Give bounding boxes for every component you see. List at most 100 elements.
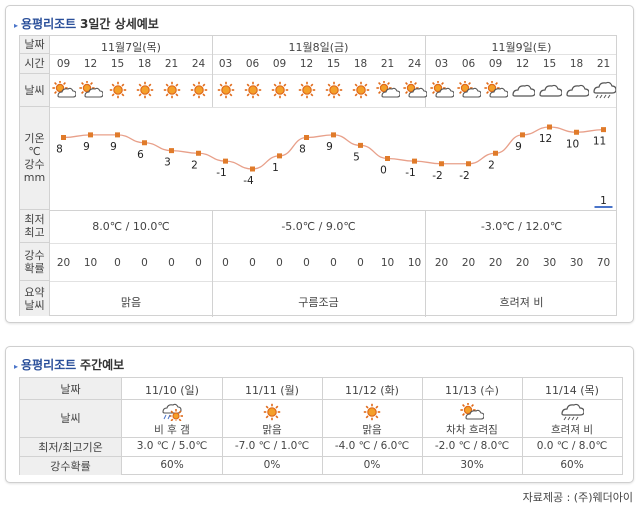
day-divider [212, 36, 213, 107]
hour-time: 15 [110, 58, 125, 70]
temperature-label: -1 [216, 167, 226, 179]
hour-pop: 0 [195, 257, 202, 269]
temperature-label: 3 [164, 157, 171, 169]
weekly-desc: 맑음 [262, 424, 282, 436]
hour-time: 12 [515, 58, 530, 70]
sun-cloud-icon [78, 80, 104, 99]
cloud-rain-icon [560, 403, 585, 421]
temperature-point [547, 124, 552, 130]
row-label-time: 시간 [20, 54, 50, 74]
weekly-desc: 흐려져 비 [551, 424, 593, 436]
hour-time: 24 [407, 58, 422, 70]
day-summary: 구름조금 [298, 296, 339, 309]
hour-time: 21 [596, 58, 611, 70]
hour-time: 18 [353, 58, 368, 70]
temperature-point [142, 140, 147, 146]
sun-cloud-icon [429, 80, 455, 99]
hour-pop: 20 [488, 257, 503, 269]
weekly-pop: 60% [160, 459, 184, 471]
hour-time: 24 [191, 58, 206, 70]
weekly-date: 11/10 (일) [145, 384, 199, 397]
temperature-point [88, 132, 93, 138]
row-label-summary: 요약 날씨 [20, 281, 50, 316]
hour-pop: 10 [380, 257, 395, 269]
sun-cloud-icon [51, 80, 77, 99]
hour-pop: 20 [434, 257, 449, 269]
hour-time: 06 [245, 58, 260, 70]
day-divider [425, 36, 426, 107]
temperature-label: 6 [137, 149, 144, 161]
temperature-point [601, 127, 606, 133]
row-label-temp-rain: 기온 ℃ 강수 mm [20, 107, 50, 210]
temperature-point [304, 135, 309, 140]
cloud-icon [538, 81, 563, 99]
temperature-label: 12 [539, 133, 552, 145]
row-divider [50, 243, 616, 244]
hour-time: 21 [164, 58, 179, 70]
weekly-pop: 0% [263, 459, 281, 471]
three-day-table: 날짜 시간 날씨 기온 ℃ 강수 mm 최저 최고 강수 확률 요약 날씨 [19, 35, 617, 317]
day-summary: 흐려져 비 [499, 296, 544, 309]
weekly-date: 11/14 (목) [545, 384, 599, 397]
temperature-point [331, 132, 336, 138]
hour-pop: 0 [330, 257, 337, 269]
weekly-desc: 차차 흐려짐 [446, 424, 498, 436]
weekly-minmax: 3.0 ℃ / 5.0℃ [136, 440, 208, 452]
weekly-minmax: -2.0 ℃ / 8.0℃ [434, 440, 510, 452]
row-divider [50, 210, 616, 211]
temperature-point [115, 132, 120, 138]
row-divider [20, 437, 622, 438]
temperature-label: 0 [380, 165, 387, 177]
hour-pop: 0 [303, 257, 310, 269]
hour-time: 03 [434, 58, 449, 70]
day-divider [422, 378, 423, 475]
sun-cloud-icon [375, 80, 401, 99]
day-minmax: -3.0℃ / 12.0℃ [480, 220, 563, 233]
weekly-date: 11/13 (수) [445, 384, 499, 397]
row-label-minmax: 최저 최고 [20, 210, 50, 243]
sun-cloud-icon [483, 80, 509, 99]
hour-time: 18 [569, 58, 584, 70]
title-arrow-icon: ▸ [14, 362, 19, 371]
hour-time: 03 [218, 58, 233, 70]
weekly-desc: 맑음 [362, 424, 382, 436]
hour-pop: 0 [249, 257, 256, 269]
title-arrow-icon: ▸ [14, 21, 19, 30]
cloud-rain-icon [592, 81, 617, 99]
rain-label: 강수 [24, 158, 45, 171]
three-day-title: ▸ 용평리조트 3일간 상세예보 [14, 15, 159, 32]
temperature-point [520, 132, 525, 138]
sun-icon [106, 81, 130, 99]
temperature-point [574, 129, 579, 135]
temperature-label: 9 [326, 141, 333, 153]
sun-icon [295, 81, 319, 99]
day-divider [322, 378, 323, 475]
temp-unit: ℃ [28, 145, 41, 158]
temperature-point [493, 150, 498, 156]
weekly-forecast-panel: ▸ 용평리조트 주간예보 날짜 날씨 최저/최고기온 강수확률 11/10 (일)… [5, 346, 634, 483]
day-date: 11월8일(금) [288, 41, 349, 54]
row-divider [50, 74, 616, 75]
hour-pop: 30 [542, 257, 557, 269]
hour-pop: 10 [83, 257, 98, 269]
data-credit: 자료제공 : (주)웨더아이 [522, 491, 633, 504]
weekly-minmax: -7.0 ℃ / 1.0℃ [234, 440, 310, 452]
weekly-date: 11/12 (화) [345, 384, 399, 397]
weekly-label-date: 날짜 [20, 378, 122, 399]
hour-pop: 0 [276, 257, 283, 269]
temperature-point [277, 153, 282, 159]
day-date: 11월7일(목) [101, 41, 161, 54]
sun-cloud-icon [460, 402, 485, 421]
temperature-label: 5 [353, 151, 360, 163]
temperature-point [196, 150, 201, 156]
hour-pop: 0 [222, 257, 229, 269]
temperature-point [385, 156, 390, 161]
weekly-pop: 30% [460, 459, 484, 471]
hour-pop: 20 [461, 257, 476, 269]
hour-pop: 70 [596, 257, 611, 269]
minmax-label-1: 최저 [24, 213, 45, 226]
temperature-label: 2 [191, 159, 198, 171]
hour-pop: 10 [407, 257, 422, 269]
row-label-pop: 강수 확률 [20, 243, 50, 281]
day-divider [425, 210, 426, 317]
